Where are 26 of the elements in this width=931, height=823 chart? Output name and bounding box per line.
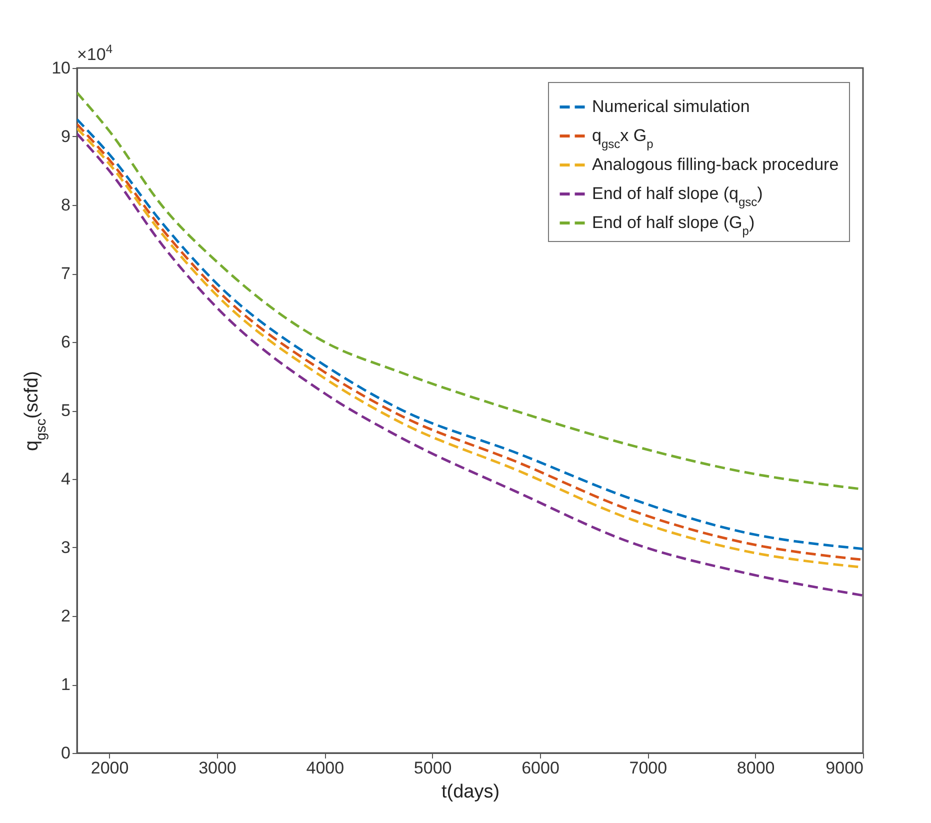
y-tick-label: 4 (61, 470, 70, 488)
y-tick-label: 9 (61, 127, 70, 146)
y-tick-label: 7 (61, 264, 70, 283)
y-tick-label: 5 (61, 401, 70, 420)
legend-label: End of half slope (G$_{p}$) (592, 213, 755, 238)
y-tick-label: 10 (52, 58, 70, 78)
y-tick-label: 3 (61, 538, 70, 557)
legend-label: End of half slope (q$_{gsc}$) (592, 184, 763, 209)
y-tick-label: 2 (61, 606, 70, 626)
legend-label: Analogous filling-back procedure (592, 155, 839, 174)
x-tick-label: 4000 (306, 758, 344, 778)
y-tick-label: 1 (61, 675, 70, 694)
x-tick-label: 7000 (629, 758, 668, 778)
x-tick-label: 8000 (736, 758, 775, 778)
x-axis-title: t(days) (441, 782, 500, 802)
x-tick-label: 6000 (522, 758, 560, 778)
legend-label: Numerical simulation (592, 97, 750, 116)
x-tick-label: 3000 (198, 758, 236, 778)
x-tick-label: 5000 (414, 758, 452, 778)
y-tick-label: 0 (61, 744, 70, 762)
x-tick-label: 9000 (826, 758, 864, 778)
y-tick-label: 8 (61, 196, 70, 214)
x-tick-label: 2000 (90, 758, 129, 778)
text: ×10$^{4}$ (77, 42, 113, 64)
y-tick-label: 6 (61, 332, 70, 352)
legend-label: q$_{gsc}$x G$_{p}$ (592, 126, 654, 151)
